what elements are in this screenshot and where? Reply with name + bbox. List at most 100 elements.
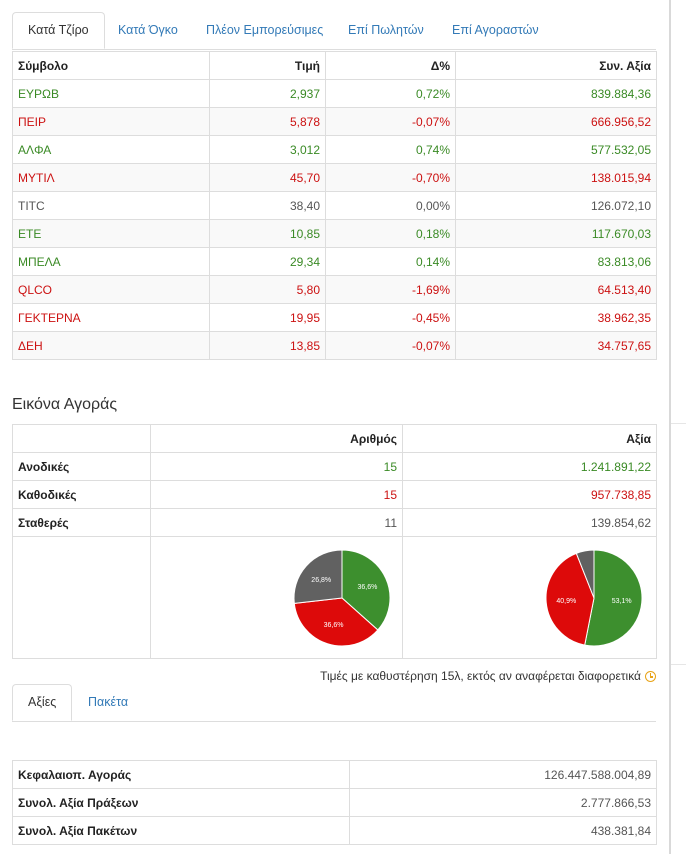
pie-chart-row: 36,6% 36,6% 26,8% 53,1% 40,9% bbox=[12, 536, 657, 659]
market-overview-body: Ανοδικές 15 1.241.891,22 Καθοδικές 15 957.738… bbox=[12, 452, 657, 537]
pie-cell-empty bbox=[12, 536, 151, 659]
price-cell: 10,85 bbox=[209, 219, 326, 248]
stocks-table: Σύμβολο Τιμή Δ% Συν. Αξία ΕΥΡΩΒ 2,937 0,72… bbox=[12, 51, 657, 360]
tab-by-volume[interactable]: Κατά Όγκο bbox=[118, 23, 178, 37]
column-header-count: Αριθμός bbox=[150, 424, 403, 453]
tab-by-turnover[interactable]: Κατά Τζίρο bbox=[12, 12, 105, 49]
tab-values[interactable]: Αξίες bbox=[12, 684, 73, 721]
column-header-value: Αξία bbox=[402, 424, 657, 453]
symbol-cell[interactable]: ΔΕΗ bbox=[12, 331, 210, 360]
pie-slice-1[interactable] bbox=[545, 552, 595, 646]
table-row[interactable]: ΔΕΗ 13,85 -0,07% 34.757,65 bbox=[12, 331, 657, 360]
table-row: Καθοδικές 15 957.738,85 bbox=[12, 480, 657, 509]
price-cell: 5,80 bbox=[209, 275, 326, 304]
value-cell: 64.513,40 bbox=[455, 275, 657, 304]
divider-tick bbox=[671, 423, 686, 424]
pie-slice-label: 26,8% bbox=[311, 577, 331, 584]
column-header-value[interactable]: Συν. Αξία bbox=[455, 51, 657, 80]
change-cell: -1,69% bbox=[325, 275, 456, 304]
symbol-cell[interactable]: TITC bbox=[12, 191, 210, 220]
overview-label-cell: Καθοδικές bbox=[12, 480, 151, 509]
overview-value-cell: 1.241.891,22 bbox=[402, 452, 657, 481]
pie-slice-2[interactable] bbox=[293, 549, 343, 604]
pie-cell-count: 36,6% 36,6% 26,8% bbox=[150, 536, 403, 659]
summary-value-cell: 2.777.866,53 bbox=[349, 788, 657, 817]
column-header-price[interactable]: Τιμή bbox=[209, 51, 326, 80]
change-cell: 0,14% bbox=[325, 247, 456, 276]
table-row[interactable]: ΜΥΤΙΛ 45,70 -0,70% 138.015,94 bbox=[12, 163, 657, 192]
symbol-cell[interactable]: ΜΠΕΛΑ bbox=[12, 247, 210, 276]
overview-label-cell: Ανοδικές bbox=[12, 452, 151, 481]
table-row[interactable]: ΑΛΦΑ 3,012 0,74% 577.532,05 bbox=[12, 135, 657, 164]
pie-slice-1[interactable] bbox=[293, 597, 379, 647]
tab-most-traded[interactable]: Πλέον Εμπορεύσιμες bbox=[206, 23, 324, 37]
table-row: Σταθερές 11 139.854,62 bbox=[12, 508, 657, 537]
change-cell: 0,72% bbox=[325, 79, 456, 108]
table-row[interactable]: ΜΠΕΛΑ 29,34 0,14% 83.813,06 bbox=[12, 247, 657, 276]
symbol-cell[interactable]: ΓΕΚΤΕΡΝΑ bbox=[12, 303, 210, 332]
change-cell: 0,18% bbox=[325, 219, 456, 248]
summary-table-body: Κεφαλαιοπ. Αγοράς 126.447.588.004,89 Συνολ… bbox=[12, 760, 657, 845]
divider-tick bbox=[671, 664, 686, 665]
value-pie-chart: 53,1% 40,9% bbox=[545, 549, 643, 647]
price-cell: 3,012 bbox=[209, 135, 326, 164]
value-cell: 126.072,10 bbox=[455, 191, 657, 220]
overview-value-cell: 139.854,62 bbox=[402, 508, 657, 537]
value-cell: 138.015,94 bbox=[455, 163, 657, 192]
value-cell: 666.956,52 bbox=[455, 107, 657, 136]
symbol-cell[interactable]: ΠΕΙΡ bbox=[12, 107, 210, 136]
price-cell: 2,937 bbox=[209, 79, 326, 108]
summary-label-cell: Κεφαλαιοπ. Αγοράς bbox=[12, 760, 350, 789]
pie-slice-label: 40,9% bbox=[556, 598, 576, 605]
price-cell: 19,95 bbox=[209, 303, 326, 332]
change-cell: -0,07% bbox=[325, 107, 456, 136]
tab-blocks[interactable]: Πακέτα bbox=[88, 695, 129, 709]
table-header-row: Αριθμός Αξία bbox=[12, 424, 657, 453]
price-cell: 29,34 bbox=[209, 247, 326, 276]
value-cell: 83.813,06 bbox=[455, 247, 657, 276]
pie-slice-2[interactable] bbox=[575, 549, 595, 599]
pie-cell-value: 53,1% 40,9% bbox=[402, 536, 657, 659]
tab-on-sellers[interactable]: Επί Πωλητών bbox=[348, 23, 424, 37]
column-header-empty bbox=[12, 424, 151, 453]
change-cell: -0,45% bbox=[325, 303, 456, 332]
summary-tabs: Αξίες Πακέτα bbox=[12, 684, 656, 722]
summary-value-cell: 126.447.588.004,89 bbox=[349, 760, 657, 789]
overview-label-cell: Σταθερές bbox=[12, 508, 151, 537]
overview-count-cell: 15 bbox=[150, 480, 403, 509]
market-overview-title: Εικόνα Αγοράς bbox=[12, 396, 118, 413]
table-row[interactable]: ΕΤΕ 10,85 0,18% 117.670,03 bbox=[12, 219, 657, 248]
pie-slice-0[interactable] bbox=[341, 549, 391, 631]
table-row[interactable]: ΠΕΙΡ 5,878 -0,07% 666.956,52 bbox=[12, 107, 657, 136]
count-pie-chart: 36,6% 36,6% 26,8% bbox=[293, 549, 391, 647]
symbol-cell[interactable]: QLCO bbox=[12, 275, 210, 304]
overview-value-cell: 957.738,85 bbox=[402, 480, 657, 509]
price-cell: 38,40 bbox=[209, 191, 326, 220]
value-cell: 117.670,03 bbox=[455, 219, 657, 248]
value-cell: 839.884,36 bbox=[455, 79, 657, 108]
column-header-change[interactable]: Δ% bbox=[325, 51, 456, 80]
table-row[interactable]: ΕΥΡΩΒ 2,937 0,72% 839.884,36 bbox=[12, 79, 657, 108]
tab-on-buyers[interactable]: Επί Αγοραστών bbox=[452, 23, 539, 37]
table-row[interactable]: TITC 38,40 0,00% 126.072,10 bbox=[12, 191, 657, 220]
table-row[interactable]: QLCO 5,80 -1,69% 64.513,40 bbox=[12, 275, 657, 304]
stocks-table-body: ΕΥΡΩΒ 2,937 0,72% 839.884,36 ΠΕΙΡ 5,878 -0,07%… bbox=[12, 79, 657, 360]
summary-table: Κεφαλαιοπ. Αγοράς 126.447.588.004,89 Συνολ… bbox=[12, 760, 657, 845]
price-cell: 45,70 bbox=[209, 163, 326, 192]
column-header-symbol[interactable]: Σύμβολο bbox=[12, 51, 210, 80]
table-row: Συνολ. Αξία Πακέτων 438.381,84 bbox=[12, 816, 657, 845]
symbol-cell[interactable]: ΕΥΡΩΒ bbox=[12, 79, 210, 108]
pie-slice-0[interactable] bbox=[584, 549, 643, 647]
symbol-cell[interactable]: ΑΛΦΑ bbox=[12, 135, 210, 164]
table-row[interactable]: ΓΕΚΤΕΡΝΑ 19,95 -0,45% 38.962,35 bbox=[12, 303, 657, 332]
scroll-divider bbox=[669, 0, 671, 854]
market-overview-table: Αριθμός Αξία Ανοδικές 15 1.241.891,22 Καθοδ… bbox=[12, 424, 657, 659]
summary-value-cell: 438.381,84 bbox=[349, 816, 657, 845]
delay-note-text: Τιμές με καθυστέρηση 15λ, εκτός αν αναφέ… bbox=[320, 669, 641, 683]
symbol-cell[interactable]: ΜΥΤΙΛ bbox=[12, 163, 210, 192]
value-cell: 577.532,05 bbox=[455, 135, 657, 164]
turnover-tabs: Κατά Τζίρο Κατά Όγκο Πλέον Εμπορεύσιμες … bbox=[12, 12, 656, 50]
summary-label-cell: Συνολ. Αξία Πράξεων bbox=[12, 788, 350, 817]
symbol-cell[interactable]: ΕΤΕ bbox=[12, 219, 210, 248]
value-cell: 38.962,35 bbox=[455, 303, 657, 332]
